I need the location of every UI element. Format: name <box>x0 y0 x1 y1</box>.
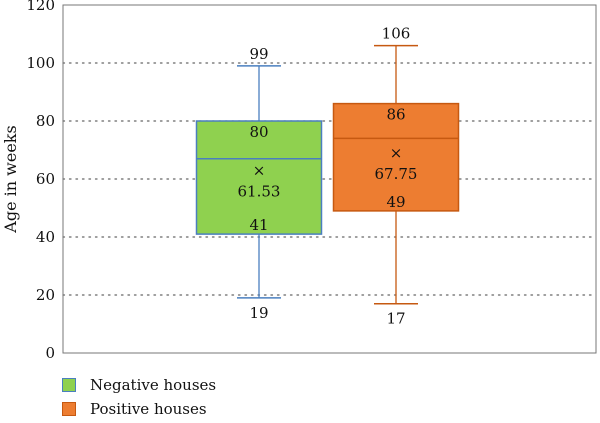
legend-label-negative: Negative houses <box>90 376 217 394</box>
box-group: × 106 86 67.75 49 17 <box>332 25 460 328</box>
y-axis-label: Age in weeks <box>1 125 20 233</box>
iqr-box <box>332 102 460 212</box>
legend-label-positive: Positive houses <box>90 400 207 418</box>
legend: Negative houses Positive houses <box>62 375 216 423</box>
iqr-box <box>195 120 323 235</box>
q1-label: 49 <box>386 193 405 211</box>
mean-label: 67.75 <box>375 165 418 183</box>
y-tick-label: 60 <box>36 170 55 188</box>
mean-marker: × <box>253 161 266 179</box>
max-label: 106 <box>382 25 411 43</box>
q1-label: 41 <box>249 216 268 234</box>
y-tick-label: 120 <box>26 0 55 14</box>
min-label: 19 <box>249 304 268 322</box>
y-tick-label: 80 <box>36 112 55 130</box>
boxes: × 99 80 61.53 41 19 × 106 86 67.75 49 17 <box>195 25 460 328</box>
y-tick-label: 20 <box>36 286 55 304</box>
q3-label: 86 <box>386 106 405 124</box>
q3-label: 80 <box>249 123 268 141</box>
legend-swatch-negative <box>62 378 76 392</box>
y-tick-label: 0 <box>45 344 55 362</box>
max-label: 99 <box>249 45 268 63</box>
plot-area <box>62 4 597 354</box>
min-label: 17 <box>386 310 405 328</box>
y-tick-label: 100 <box>26 54 55 72</box>
legend-swatch-positive <box>62 402 76 416</box>
y-tick-label: 40 <box>36 228 55 246</box>
legend-item-positive: Positive houses <box>62 399 216 419</box>
grid-lines <box>62 62 597 296</box>
legend-item-negative: Negative houses <box>62 375 216 395</box>
y-axis: 0 20 40 60 80 100 120 <box>26 0 55 362</box>
box-group: × 99 80 61.53 41 19 <box>195 45 323 322</box>
mean-label: 61.53 <box>238 182 281 200</box>
mean-marker: × <box>390 144 403 162</box>
